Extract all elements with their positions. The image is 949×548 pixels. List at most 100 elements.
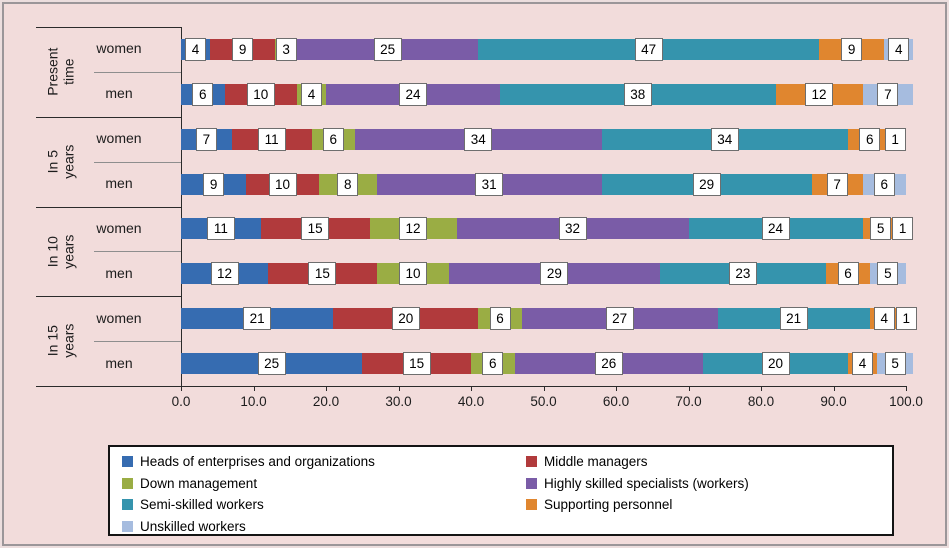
legend-swatch (526, 456, 537, 467)
value-label: 10 (399, 262, 427, 286)
category-label: men (105, 175, 133, 192)
value-label: 3 (275, 37, 297, 61)
x-axis-tick (326, 386, 327, 391)
value-label: 6 (192, 82, 214, 106)
category-label: women (96, 130, 142, 147)
legend-label: Semi-skilled workers (140, 497, 264, 512)
legend-swatch (122, 520, 133, 532)
value-label: 7 (195, 127, 217, 151)
value-label: 29 (540, 262, 569, 286)
x-axis-tick (181, 386, 182, 391)
legend-label: Heads of enterprises and organizations (140, 454, 375, 469)
legend-label: Middle managers (544, 454, 648, 469)
legend-label: Supporting personnel (544, 497, 673, 512)
value-label: 24 (399, 82, 427, 106)
legend-label: Unskilled workers (140, 518, 246, 534)
value-label: 34 (464, 127, 493, 151)
value-label: 20 (761, 352, 790, 376)
category-separator-line (94, 341, 181, 343)
value-label: 1 (895, 307, 917, 331)
category-label: men (105, 354, 133, 371)
group-boundary-line (36, 116, 181, 118)
value-label: 23 (728, 262, 757, 286)
x-tick-label: 100.0 (889, 394, 923, 409)
x-axis-tick (616, 386, 617, 391)
x-tick-label: 90.0 (820, 394, 847, 409)
category-separator-line (94, 161, 181, 163)
x-tick-label: 0.0 (171, 394, 191, 409)
value-label: 6 (837, 262, 859, 286)
value-label: 10 (246, 82, 275, 106)
category-label: men (105, 85, 133, 102)
value-label: 15 (301, 217, 330, 241)
category-separator-line (94, 71, 181, 73)
value-label: 38 (623, 82, 652, 106)
value-label: 9 (203, 172, 225, 196)
group-boundary-line (36, 206, 181, 208)
legend-item: Highly skilled specialists (workers) (526, 476, 749, 491)
legend-item: Semi-skilled workers (122, 497, 264, 512)
x-axis-tick (253, 386, 255, 391)
legend-swatch (122, 499, 133, 510)
legend-label: Highly skilled specialists (workers) (544, 475, 749, 491)
value-label: 10 (268, 172, 297, 196)
x-tick-label: 80.0 (747, 394, 775, 409)
x-axis-tick (761, 386, 762, 391)
value-label: 29 (692, 172, 721, 196)
legend-item: Heads of enterprises and organizations (122, 454, 375, 469)
legend: Heads of enterprises and organizations Mi… (108, 445, 894, 536)
value-label: 12 (210, 262, 239, 286)
category-label: women (96, 40, 142, 57)
category-label: women (96, 309, 142, 326)
value-label: 4 (888, 37, 910, 61)
value-label: 11 (257, 127, 286, 151)
legend-swatch (526, 477, 537, 489)
value-label: 25 (373, 37, 402, 61)
x-tick-label: 60.0 (602, 394, 630, 409)
value-label: 5 (877, 262, 899, 286)
legend-label: Down management (140, 475, 258, 491)
value-label: 12 (399, 217, 427, 241)
value-label: 32 (558, 217, 587, 241)
legend-item: Unskilled workers (122, 519, 246, 534)
legend-swatch (526, 499, 537, 510)
x-axis-tick (906, 386, 907, 391)
value-label: 4 (873, 307, 895, 331)
group-boundary-line (36, 27, 181, 28)
value-label: 6 (873, 172, 895, 196)
legend-swatch (122, 456, 133, 467)
x-axis-tick (543, 386, 545, 391)
value-label: 21 (243, 307, 272, 331)
x-axis-tick (688, 386, 690, 391)
x-axis-tick (471, 386, 472, 391)
legend-item: Supporting personnel (526, 497, 672, 512)
value-label: 15 (308, 262, 337, 286)
x-tick-label: 40.0 (457, 394, 485, 409)
value-label: 9 (841, 37, 863, 61)
value-label: 25 (257, 352, 286, 376)
x-tick-label: 50.0 (530, 394, 557, 409)
value-label: 21 (779, 307, 808, 331)
value-label: 6 (482, 352, 504, 376)
value-label: 5 (884, 352, 906, 376)
x-tick-label: 30.0 (385, 394, 412, 409)
value-label: 8 (337, 172, 359, 196)
value-label: 6 (489, 307, 511, 331)
value-label: 47 (634, 37, 663, 61)
value-label: 15 (402, 352, 431, 376)
value-label: 4 (185, 37, 206, 61)
y-axis-line (181, 27, 182, 386)
value-label: 5 (870, 217, 892, 241)
category-separator-line (94, 251, 181, 253)
x-axis-tick (833, 386, 835, 391)
value-label: 11 (206, 217, 235, 241)
value-label: 1 (884, 127, 906, 151)
value-label: 26 (594, 352, 623, 376)
group-boundary-line (36, 296, 181, 298)
value-label: 24 (761, 217, 790, 241)
legend-item: Middle managers (526, 454, 648, 469)
value-label: 7 (826, 172, 848, 196)
value-label: 7 (877, 82, 899, 106)
